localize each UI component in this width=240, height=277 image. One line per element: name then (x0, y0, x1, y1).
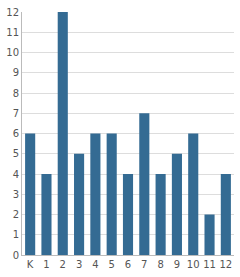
svg-text:11: 11 (203, 259, 216, 270)
svg-text:3: 3 (13, 189, 19, 200)
svg-text:12: 12 (219, 259, 232, 270)
svg-text:6: 6 (125, 259, 131, 270)
svg-text:6: 6 (13, 128, 19, 139)
svg-text:4: 4 (13, 169, 19, 180)
svg-text:K: K (27, 259, 34, 270)
svg-text:0: 0 (13, 250, 19, 261)
svg-text:4: 4 (92, 259, 98, 270)
svg-text:11: 11 (6, 27, 19, 38)
svg-text:9: 9 (174, 259, 180, 270)
svg-text:9: 9 (13, 67, 19, 78)
svg-text:5: 5 (109, 259, 115, 270)
svg-text:1: 1 (43, 259, 49, 270)
svg-text:8: 8 (157, 259, 163, 270)
svg-text:1: 1 (13, 229, 19, 240)
svg-text:5: 5 (13, 148, 19, 159)
svg-text:2: 2 (60, 259, 66, 270)
svg-text:10: 10 (187, 259, 200, 270)
svg-text:7: 7 (141, 259, 147, 270)
svg-text:8: 8 (13, 88, 19, 99)
svg-text:10: 10 (6, 47, 19, 58)
svg-text:3: 3 (76, 259, 82, 270)
svg-text:2: 2 (13, 209, 19, 220)
svg-text:12: 12 (6, 7, 19, 18)
svg-text:7: 7 (13, 108, 19, 119)
